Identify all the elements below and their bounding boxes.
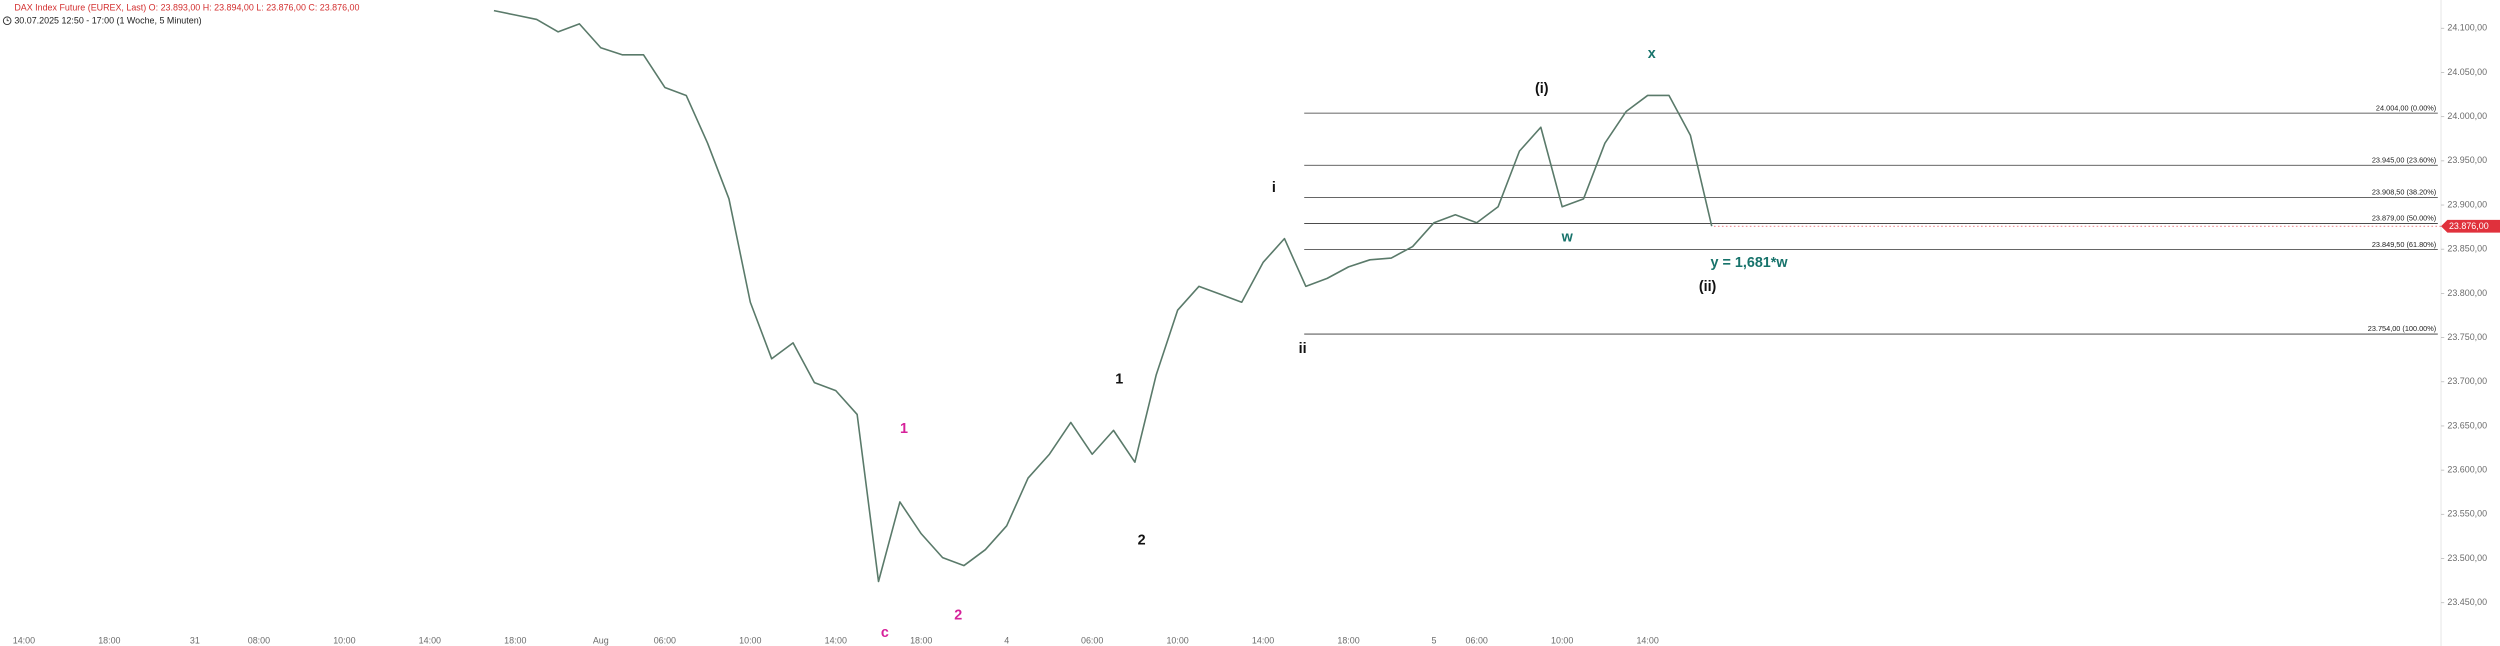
y-tick-label: 24.050,00 [2447, 67, 2487, 77]
wave-label: y = 1,681*w [1711, 255, 1789, 271]
x-tick-label: Aug [593, 636, 609, 646]
y-tick-label: 24.100,00 [2447, 23, 2487, 33]
fib-level-label: 23.879,00 (50.00%) [2372, 214, 2436, 223]
x-tick-label: 06:00 [654, 636, 676, 646]
wave-label: 2 [954, 607, 962, 623]
x-tick-label: 10:00 [1166, 636, 1188, 646]
clock-hands [6, 18, 9, 22]
x-tick-label: 10:00 [333, 636, 355, 646]
y-tick-label: 23.950,00 [2447, 155, 2487, 165]
fib-level-label: 24.004,00 (0.00%) [2376, 103, 2436, 112]
x-tick-label: 18:00 [910, 636, 932, 646]
y-tick-label: 24.000,00 [2447, 111, 2487, 121]
x-tick-label: 06:00 [1466, 636, 1488, 646]
wave-label: (ii) [1699, 279, 1717, 295]
wave-label: 1 [1115, 371, 1123, 387]
wave-label: c [881, 625, 889, 641]
y-tick-label: 23.700,00 [2447, 376, 2487, 386]
chart-subtitle: 30.07.2025 12:50 - 17:00 (1 Woche, 5 Min… [14, 16, 201, 26]
fib-level-label: 23.908,50 (38.20%) [2372, 188, 2436, 197]
wave-label: 1 [900, 421, 908, 437]
x-tick-label: 31 [190, 636, 200, 646]
y-tick-label: 23.750,00 [2447, 332, 2487, 342]
price-line [493, 9, 1713, 583]
chart-title: DAX Index Future (EUREX, Last) O: 23.893… [14, 2, 359, 12]
x-tick-label: 10:00 [1551, 636, 1573, 646]
wave-label: (i) [1535, 81, 1549, 97]
fib-level-label: 23.754,00 (100.00%) [2368, 324, 2436, 333]
x-tick-label: 10:00 [739, 636, 761, 646]
fib-level-label: 23.945,00 (23.60%) [2372, 155, 2436, 164]
x-tick-label: 14:00 [825, 636, 847, 646]
x-tick-label: 18:00 [504, 636, 526, 646]
x-tick-label: 14:00 [419, 636, 441, 646]
x-tick-label: 18:00 [98, 636, 120, 646]
wave-label: i [1272, 180, 1276, 196]
x-tick-label: 08:00 [248, 636, 270, 646]
y-tick-label: 23.900,00 [2447, 199, 2487, 209]
x-tick-label: 06:00 [1081, 636, 1103, 646]
y-tick-label: 23.650,00 [2447, 420, 2487, 430]
y-tick-label: 23.500,00 [2447, 553, 2487, 563]
y-tick-label: 23.450,00 [2447, 597, 2487, 607]
last-price-label: 23.876,00 [2449, 221, 2489, 231]
wave-label: ii [1299, 341, 1307, 357]
x-tick-label: 18:00 [1337, 636, 1359, 646]
y-tick-label: 23.850,00 [2447, 244, 2487, 254]
y-tick-label: 23.600,00 [2447, 464, 2487, 474]
x-tick-label: 5 [1432, 636, 1437, 646]
x-tick-label: 14:00 [1252, 636, 1274, 646]
y-tick-label: 23.800,00 [2447, 288, 2487, 298]
x-tick-label: 14:00 [1636, 636, 1658, 646]
x-tick-label: 14:00 [13, 636, 35, 646]
wave-label: x [1648, 46, 1656, 62]
y-tick-label: 23.550,00 [2447, 509, 2487, 519]
fib-level-label: 23.849,50 (61.80%) [2372, 240, 2436, 249]
wave-label: w [1561, 229, 1574, 245]
wave-label: 2 [1138, 533, 1146, 549]
x-tick-label: 4 [1004, 636, 1009, 646]
clock-icon [2, 16, 12, 26]
last-price-tag [2441, 219, 2500, 233]
